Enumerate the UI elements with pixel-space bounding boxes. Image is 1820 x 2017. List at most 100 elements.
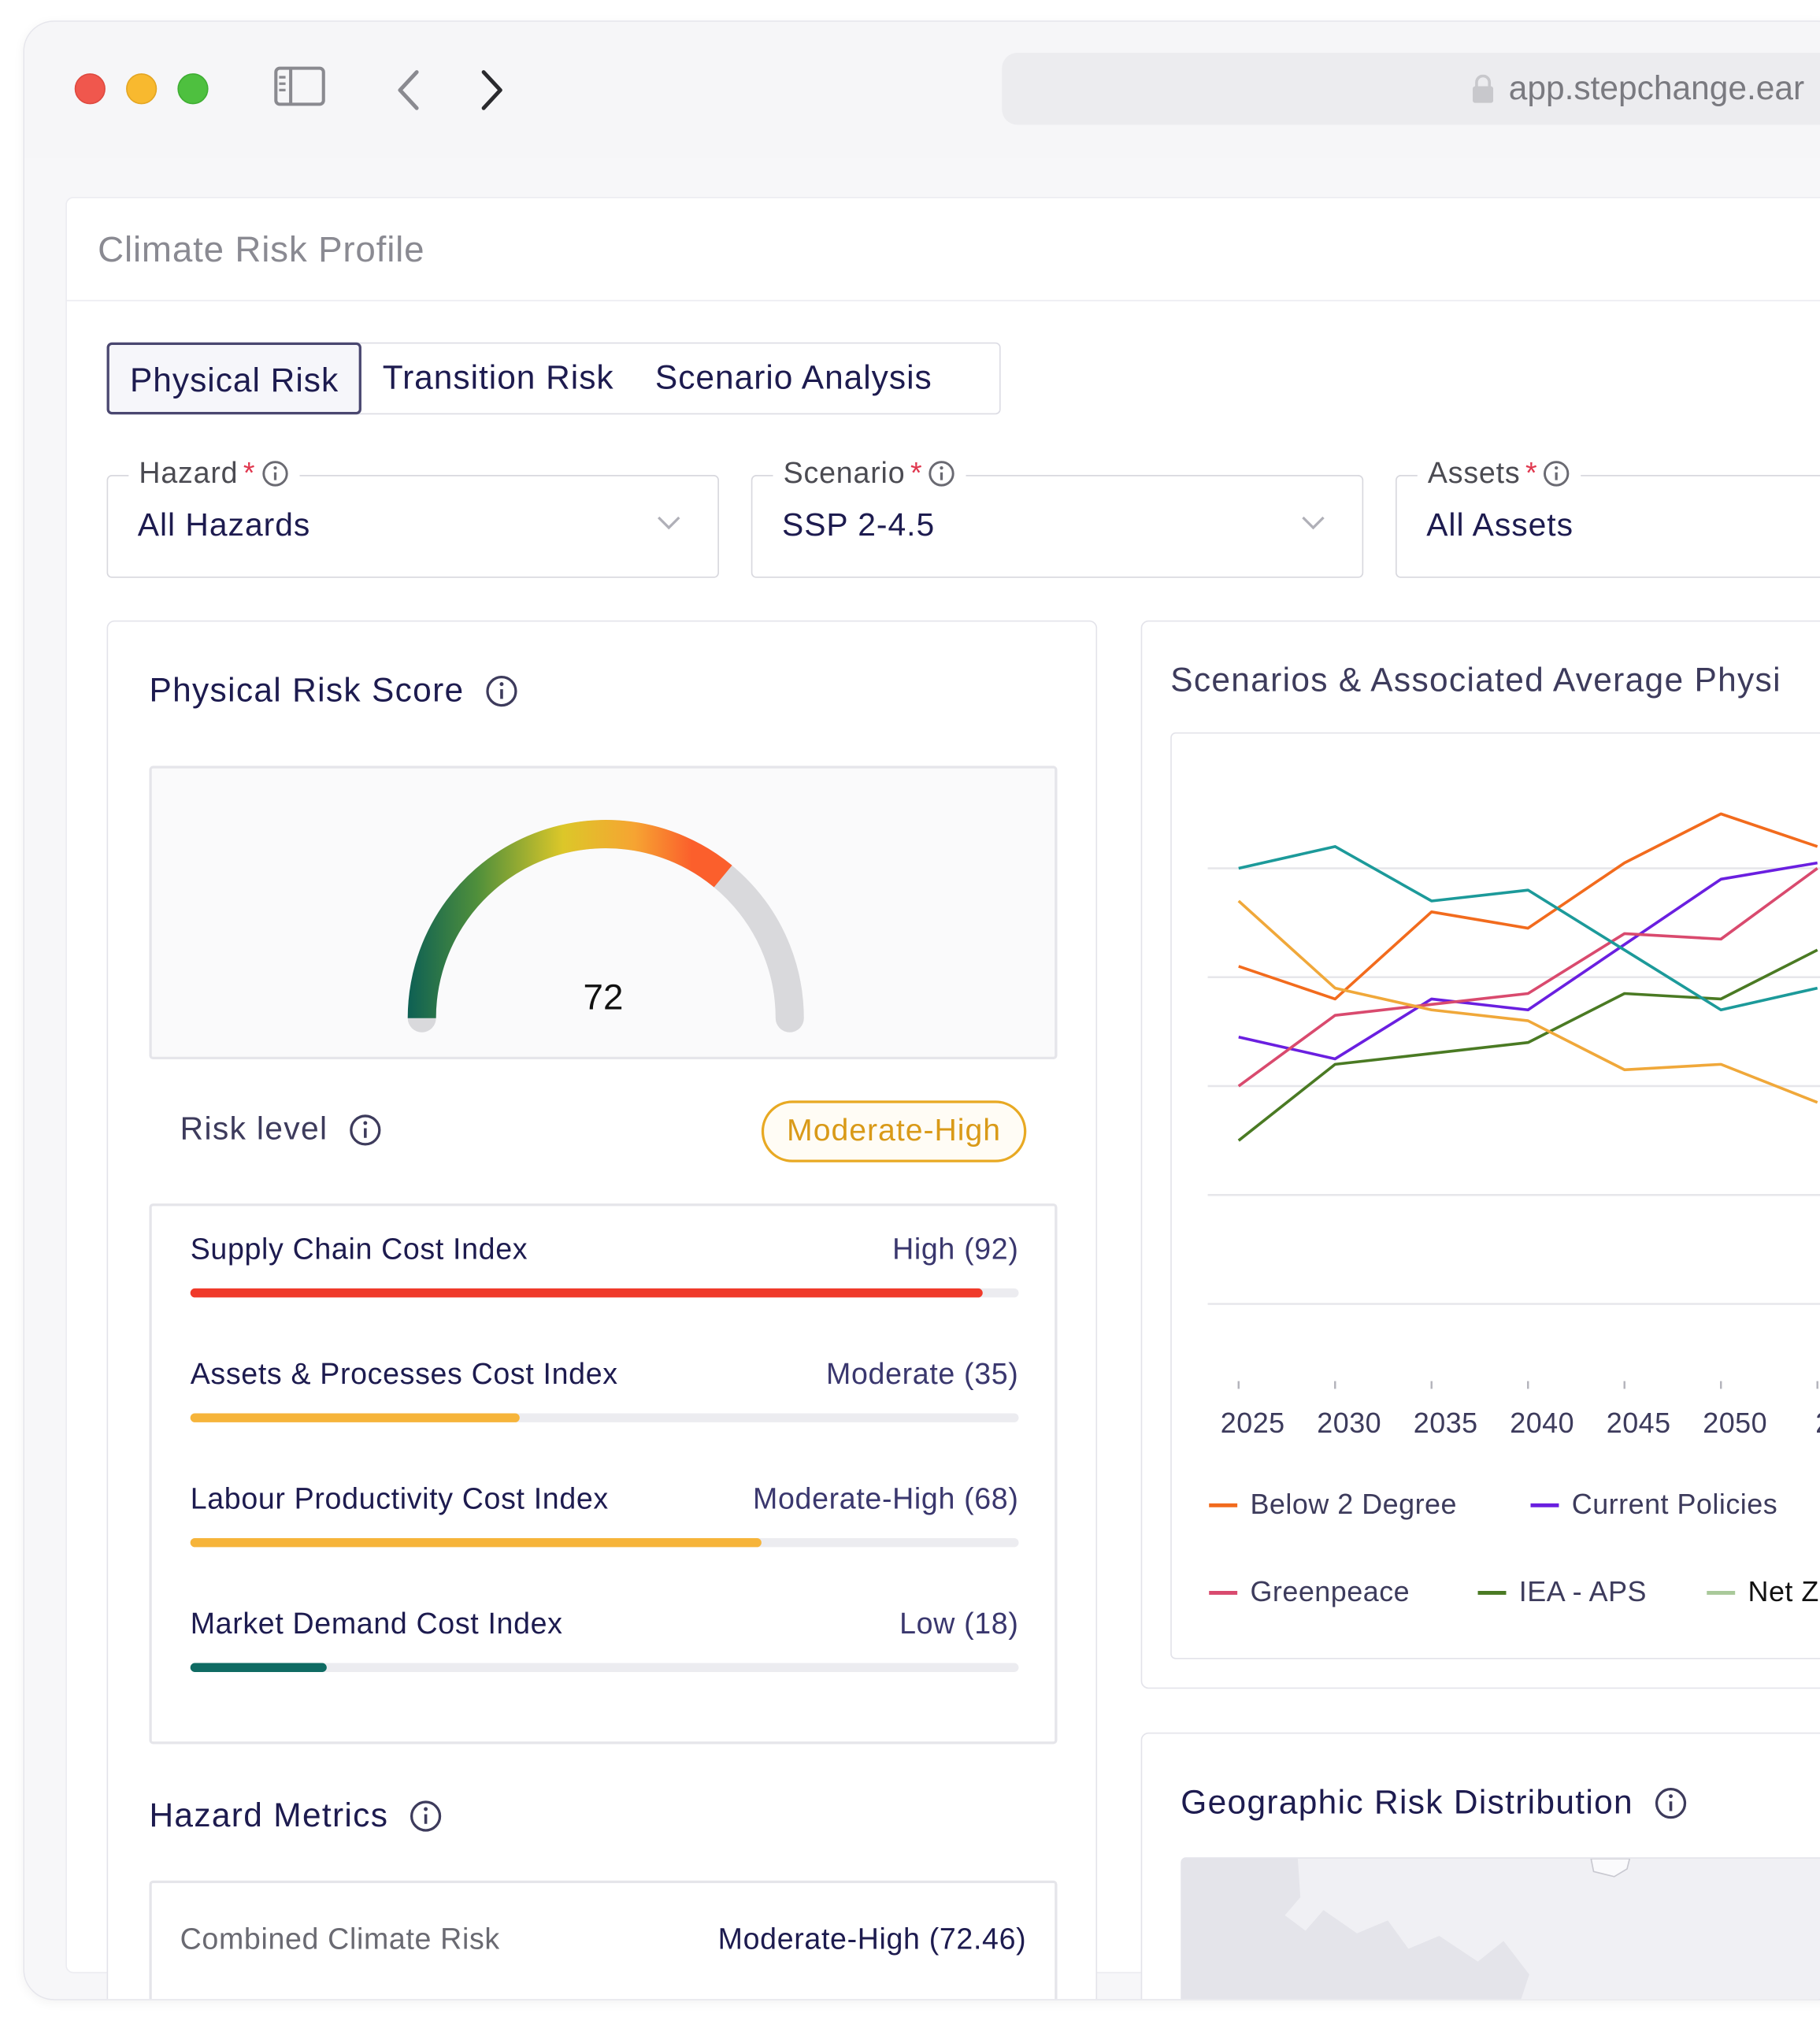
legend-item[interactable]: IEA - APS: [1477, 1575, 1648, 1608]
cost-index-list: Supply Chain Cost Index High (92) Assets…: [149, 1203, 1058, 1744]
hazard-metrics-box: Combined Climate Risk Moderate-High (72.…: [149, 1880, 1058, 2000]
x-tick-label: 20: [1815, 1407, 1820, 1439]
info-icon[interactable]: [261, 459, 289, 488]
physical-risk-score-card: Physical Risk Score: [106, 620, 1098, 2000]
legend-label: Greenpeace: [1250, 1575, 1410, 1608]
sidebar-toggle-icon[interactable]: [274, 65, 325, 106]
legend-label: IEA - APS: [1518, 1575, 1648, 1608]
required-mark: *: [243, 455, 256, 490]
x-tick-label: 2030: [1317, 1407, 1381, 1439]
assets-label-text: Assets: [1427, 455, 1521, 490]
cost-index-bar: [190, 1663, 328, 1672]
browser-titlebar: app.stepchange.ear: [24, 21, 1820, 159]
panel-header: Climate Risk Profile: [66, 198, 1820, 302]
scenario-line-chart: 2025 2030 2035 2040 2045 2050 20: [1207, 812, 1820, 1439]
cost-index-value: High (92): [892, 1232, 1019, 1266]
cost-index-item: Labour Productivity Cost Index Moderate-…: [190, 1481, 1019, 1559]
scenario-card-title-text: Scenarios & Associated Average Physi: [1170, 660, 1781, 699]
cost-index-bar: [190, 1288, 984, 1298]
info-icon[interactable]: [485, 674, 518, 707]
assets-value: All Assets: [1426, 506, 1574, 543]
cost-index-name: Labour Productivity Cost Index: [190, 1481, 609, 1515]
cost-index-item: Market Demand Cost Index Low (18): [190, 1606, 1019, 1684]
forward-arrow-icon[interactable]: [477, 69, 506, 113]
risk-level-label: Risk level: [180, 1110, 382, 1148]
series-line[interactable]: [1238, 861, 1818, 1061]
chevron-down-icon: [1302, 516, 1325, 530]
gauge-container: 72: [149, 766, 1058, 1060]
metric-name: Combined Climate Risk: [180, 1922, 500, 1956]
info-icon[interactable]: [1543, 459, 1571, 488]
legend-label: Net Z: [1748, 1575, 1819, 1608]
legend-swatch: [1477, 1590, 1507, 1595]
cost-index-track: [190, 1288, 1019, 1298]
cost-index-track: [190, 1413, 1019, 1422]
assets-select[interactable]: Assets * All Assets: [1396, 455, 1820, 578]
cost-index-value: Moderate (35): [826, 1356, 1019, 1391]
series-line[interactable]: [1237, 948, 1818, 1142]
info-icon[interactable]: [349, 1113, 382, 1146]
x-tick-label: 2025: [1221, 1407, 1285, 1439]
series-line[interactable]: [1237, 899, 1818, 1104]
lock-icon: [1473, 74, 1494, 103]
legend-item[interactable]: Current Policies: [1530, 1488, 1778, 1521]
scenario-select[interactable]: Scenario * SSP 2-4.5: [751, 455, 1364, 578]
legend-swatch: [1707, 1590, 1736, 1595]
info-icon[interactable]: [409, 1799, 442, 1832]
scenario-chart: 2025 2030 2035 2040 2045 2050 20 Below 2 Degre…: [1170, 732, 1820, 1659]
cost-index-item: Supply Chain Cost Index High (92): [190, 1232, 1019, 1309]
address-bar[interactable]: app.stepchange.ear: [1002, 53, 1820, 125]
cost-index-value: Low (18): [899, 1606, 1019, 1641]
climate-risk-panel: Climate Risk Profile Physical Risk Trans…: [65, 197, 1820, 2000]
cost-index-track: [190, 1663, 1019, 1672]
tab-transition-risk[interactable]: Transition Risk: [382, 358, 614, 397]
tab-scenario-analysis[interactable]: Scenario Analysis: [654, 358, 932, 397]
hazard-label: Hazard *: [128, 455, 299, 491]
metric-value: Moderate-High (72.46): [717, 1922, 1027, 1956]
close-window-button[interactable]: [74, 73, 106, 105]
legend-label: Below 2 Degree: [1250, 1488, 1458, 1521]
cost-index-bar: [190, 1413, 521, 1422]
maximize-window-button[interactable]: [177, 73, 209, 105]
legend-item[interactable]: Net Z: [1707, 1575, 1819, 1608]
x-tick-label: 2035: [1414, 1407, 1478, 1439]
assets-label: Assets *: [1417, 455, 1581, 491]
risk-level-text: Risk level: [180, 1110, 328, 1148]
scenario-card-title: Scenarios & Associated Average Physi: [1170, 660, 1781, 700]
series-line[interactable]: [1238, 845, 1818, 1012]
scenario-label: Scenario *: [773, 455, 966, 491]
legend-swatch: [1209, 1503, 1238, 1507]
back-arrow-icon[interactable]: [395, 69, 423, 113]
hazard-select[interactable]: Hazard * All Hazards: [106, 455, 719, 578]
page-content: Climate Risk Profile Physical Risk Trans…: [24, 158, 1820, 2000]
geo-card-title: Geographic Risk Distribution: [1181, 1783, 1687, 1823]
legend-item[interactable]: Greenpeace: [1209, 1575, 1410, 1608]
info-icon[interactable]: [928, 459, 956, 488]
geographic-risk-card: Geographic Risk Distribution: [1140, 1732, 1820, 2000]
gauge-fill: [407, 820, 732, 1018]
series-line[interactable]: [1237, 867, 1818, 1088]
url-text: app.stepchange.ear: [1508, 68, 1805, 107]
chevron-down-icon: [658, 516, 680, 530]
risk-gauge: [407, 820, 804, 1033]
minimize-window-button[interactable]: [126, 73, 158, 105]
legend-swatch: [1209, 1590, 1238, 1595]
hazard-label-text: Hazard: [139, 455, 239, 490]
risk-tabs: Physical Risk Transition Risk Scenario A…: [106, 342, 1001, 415]
legend-swatch: [1530, 1503, 1559, 1507]
geo-map[interactable]: [1181, 1857, 1820, 2000]
hazard-value: All Hazards: [137, 506, 311, 543]
geo-card-title-text: Geographic Risk Distribution: [1181, 1782, 1633, 1822]
hazard-metrics-title: Hazard Metrics: [149, 1796, 442, 1836]
tab-physical-risk[interactable]: Physical Risk: [106, 342, 362, 415]
info-icon[interactable]: [1654, 1786, 1687, 1819]
x-tick-label: 2050: [1703, 1407, 1767, 1439]
score-card-title-text: Physical Risk Score: [149, 670, 465, 710]
scenario-chart-card: Scenarios & Associated Average Physi 202…: [1140, 620, 1820, 1689]
legend-item[interactable]: Below 2 Degree: [1209, 1488, 1457, 1521]
required-mark: *: [1525, 455, 1538, 490]
gauge-score: 72: [583, 977, 624, 1018]
score-card-title: Physical Risk Score: [149, 670, 518, 710]
series-line[interactable]: [1238, 812, 1818, 1001]
